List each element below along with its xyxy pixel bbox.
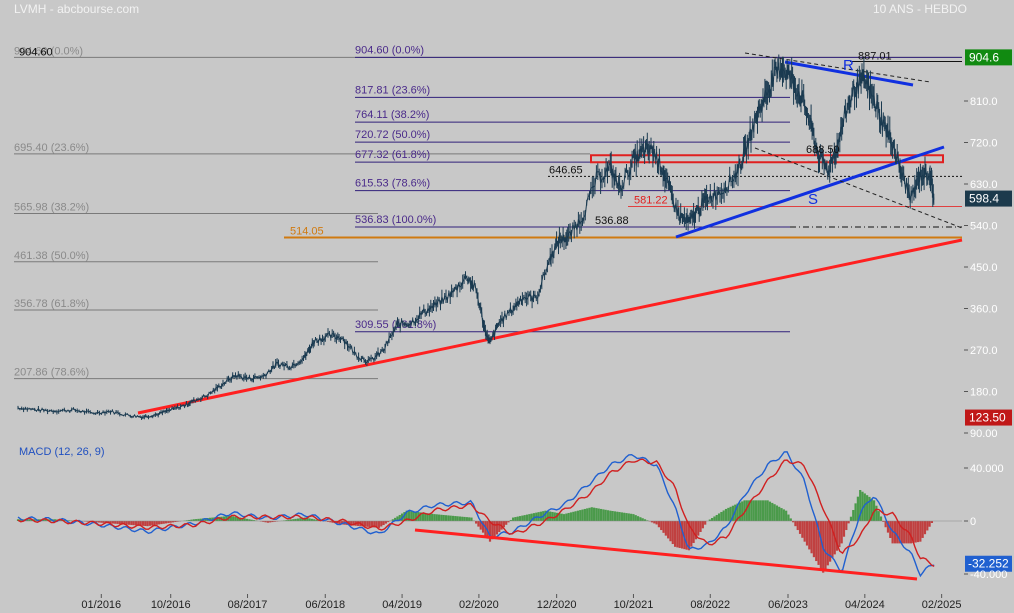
price-series: [17, 54, 935, 420]
fibonacci-levels: 904.60 (0.0%) 695.40 (23.6%) 565.98 (38.2%…: [14, 44, 962, 380]
fib-left-label-2: 565.98 (38.2%): [14, 202, 89, 214]
fib-right-label-2: 764.11 (38.2%): [355, 109, 429, 121]
price-box-label-high: 904.6: [969, 50, 999, 64]
level-536-label: 536.88: [595, 215, 629, 227]
macd-last-label: -32.252: [968, 557, 1009, 571]
x-tick-label-4: 04/2019: [382, 599, 422, 611]
macd-series-signal: [17, 458, 935, 568]
x-tick-label-11: 02/2025: [922, 599, 962, 611]
macd-y-tick-label-0: 40.000: [970, 463, 1004, 475]
channel-support-line: [675, 145, 945, 239]
fib-left-label-0: 904.60 (0.0%): [14, 45, 83, 57]
x-tick-label-6: 12/2020: [537, 599, 577, 611]
price-y-tick-label-1: 720.0: [970, 138, 998, 150]
macd-series-macd: [17, 451, 935, 578]
fib-left-label-1: 695.40 (23.6%): [14, 142, 89, 154]
trend-lines: [137, 52, 963, 415]
price-y-tick-label-3: 540.0: [970, 221, 998, 233]
fib-right-label-3: 720.72 (50.0%): [355, 129, 430, 141]
x-tick-label-7: 10/2021: [614, 599, 654, 611]
price-y-tick-label-2: 630.0: [970, 179, 998, 191]
x-tick-label-8: 08/2022: [690, 599, 730, 611]
level-688-label: 688.50: [806, 144, 840, 156]
level-646-label: 646.65: [549, 164, 583, 176]
x-tick-label-5: 02/2020: [459, 599, 499, 611]
fib-left-label-3: 461.38 (50.0%): [14, 250, 89, 262]
price-y-tick-label-5: 360.0: [970, 304, 998, 316]
macd-divergence-line: [414, 528, 918, 581]
dashed-lower-line: [754, 147, 963, 229]
macd-panel: MACD (12, 26, 9) -32.252: [16, 446, 1012, 581]
macd-last-box: [965, 555, 1012, 572]
long-term-support-line: [137, 238, 963, 415]
macd-y-tick-label-1: 0: [970, 516, 976, 528]
price-box-high: [965, 49, 1012, 66]
fib-right-label-0: 904.60 (0.0%): [355, 44, 424, 56]
dashed-upper-line: [744, 52, 931, 83]
level-581-label: 581.22: [634, 194, 668, 206]
pattern-r-label: R: [843, 57, 854, 74]
x-tick-label-1: 10/2016: [151, 599, 191, 611]
fib-left-label-5: 207.86 (78.6%): [14, 367, 89, 379]
price-y-tick-label-4: 450.0: [970, 262, 998, 274]
price-y-tick-label-0: 810.0: [970, 96, 998, 108]
price-box-low: [965, 409, 1012, 426]
price-box-last: [965, 190, 1012, 207]
chart-period: 10 ANS - HEBDO: [872, 2, 967, 16]
price-y-tick-label-6: 270.0: [970, 345, 998, 357]
fib-right-label-6: 536.83 (100.0%): [355, 214, 436, 226]
price-y-tick-label-7: 180.0: [970, 387, 998, 399]
x-tick-label-0: 01/2016: [81, 599, 121, 611]
level-887-label: 887.01: [858, 50, 892, 62]
chart-title: LVMH - abcbourse.com: [14, 2, 140, 16]
x-tick-label-10: 04/2024: [845, 599, 885, 611]
fib-right-label-1: 817.81 (23.6%): [355, 84, 430, 96]
level-514-label: 514.05: [290, 225, 324, 237]
fib-left-label-4: 356.78 (61.8%): [14, 298, 89, 310]
x-tick-label-3: 06/2018: [305, 599, 345, 611]
resistance-zone-rect: [590, 154, 944, 164]
price-y-tick-label-8: 90.00: [970, 428, 998, 440]
macd-y-tick-label-2: -40.000: [970, 569, 1007, 581]
price-box-label-last: 598.4: [969, 192, 999, 206]
high-left-label: 904.60: [19, 46, 53, 58]
axes: 810.0 720.0 630.0 540.0 450.0 360.0 270.0 180.0…: [81, 96, 1007, 611]
price-line: [17, 62, 935, 419]
x-tick-label-2: 08/2017: [228, 599, 268, 611]
price-box-label-low: 123.50: [969, 411, 1006, 425]
pattern-s-label: S: [808, 191, 818, 208]
x-tick-label-9: 06/2023: [768, 599, 808, 611]
fib-right-label-4: 677.32 (61.8%): [355, 149, 430, 161]
annotations: 514.05 581.22 646.65 536.88 887.01 688.50 904.…: [19, 46, 1012, 426]
macd-title: MACD (12, 26, 9): [19, 446, 105, 458]
channel-resistance-line: [784, 60, 914, 87]
fib-right-label-5: 615.53 (78.6%): [355, 178, 430, 190]
